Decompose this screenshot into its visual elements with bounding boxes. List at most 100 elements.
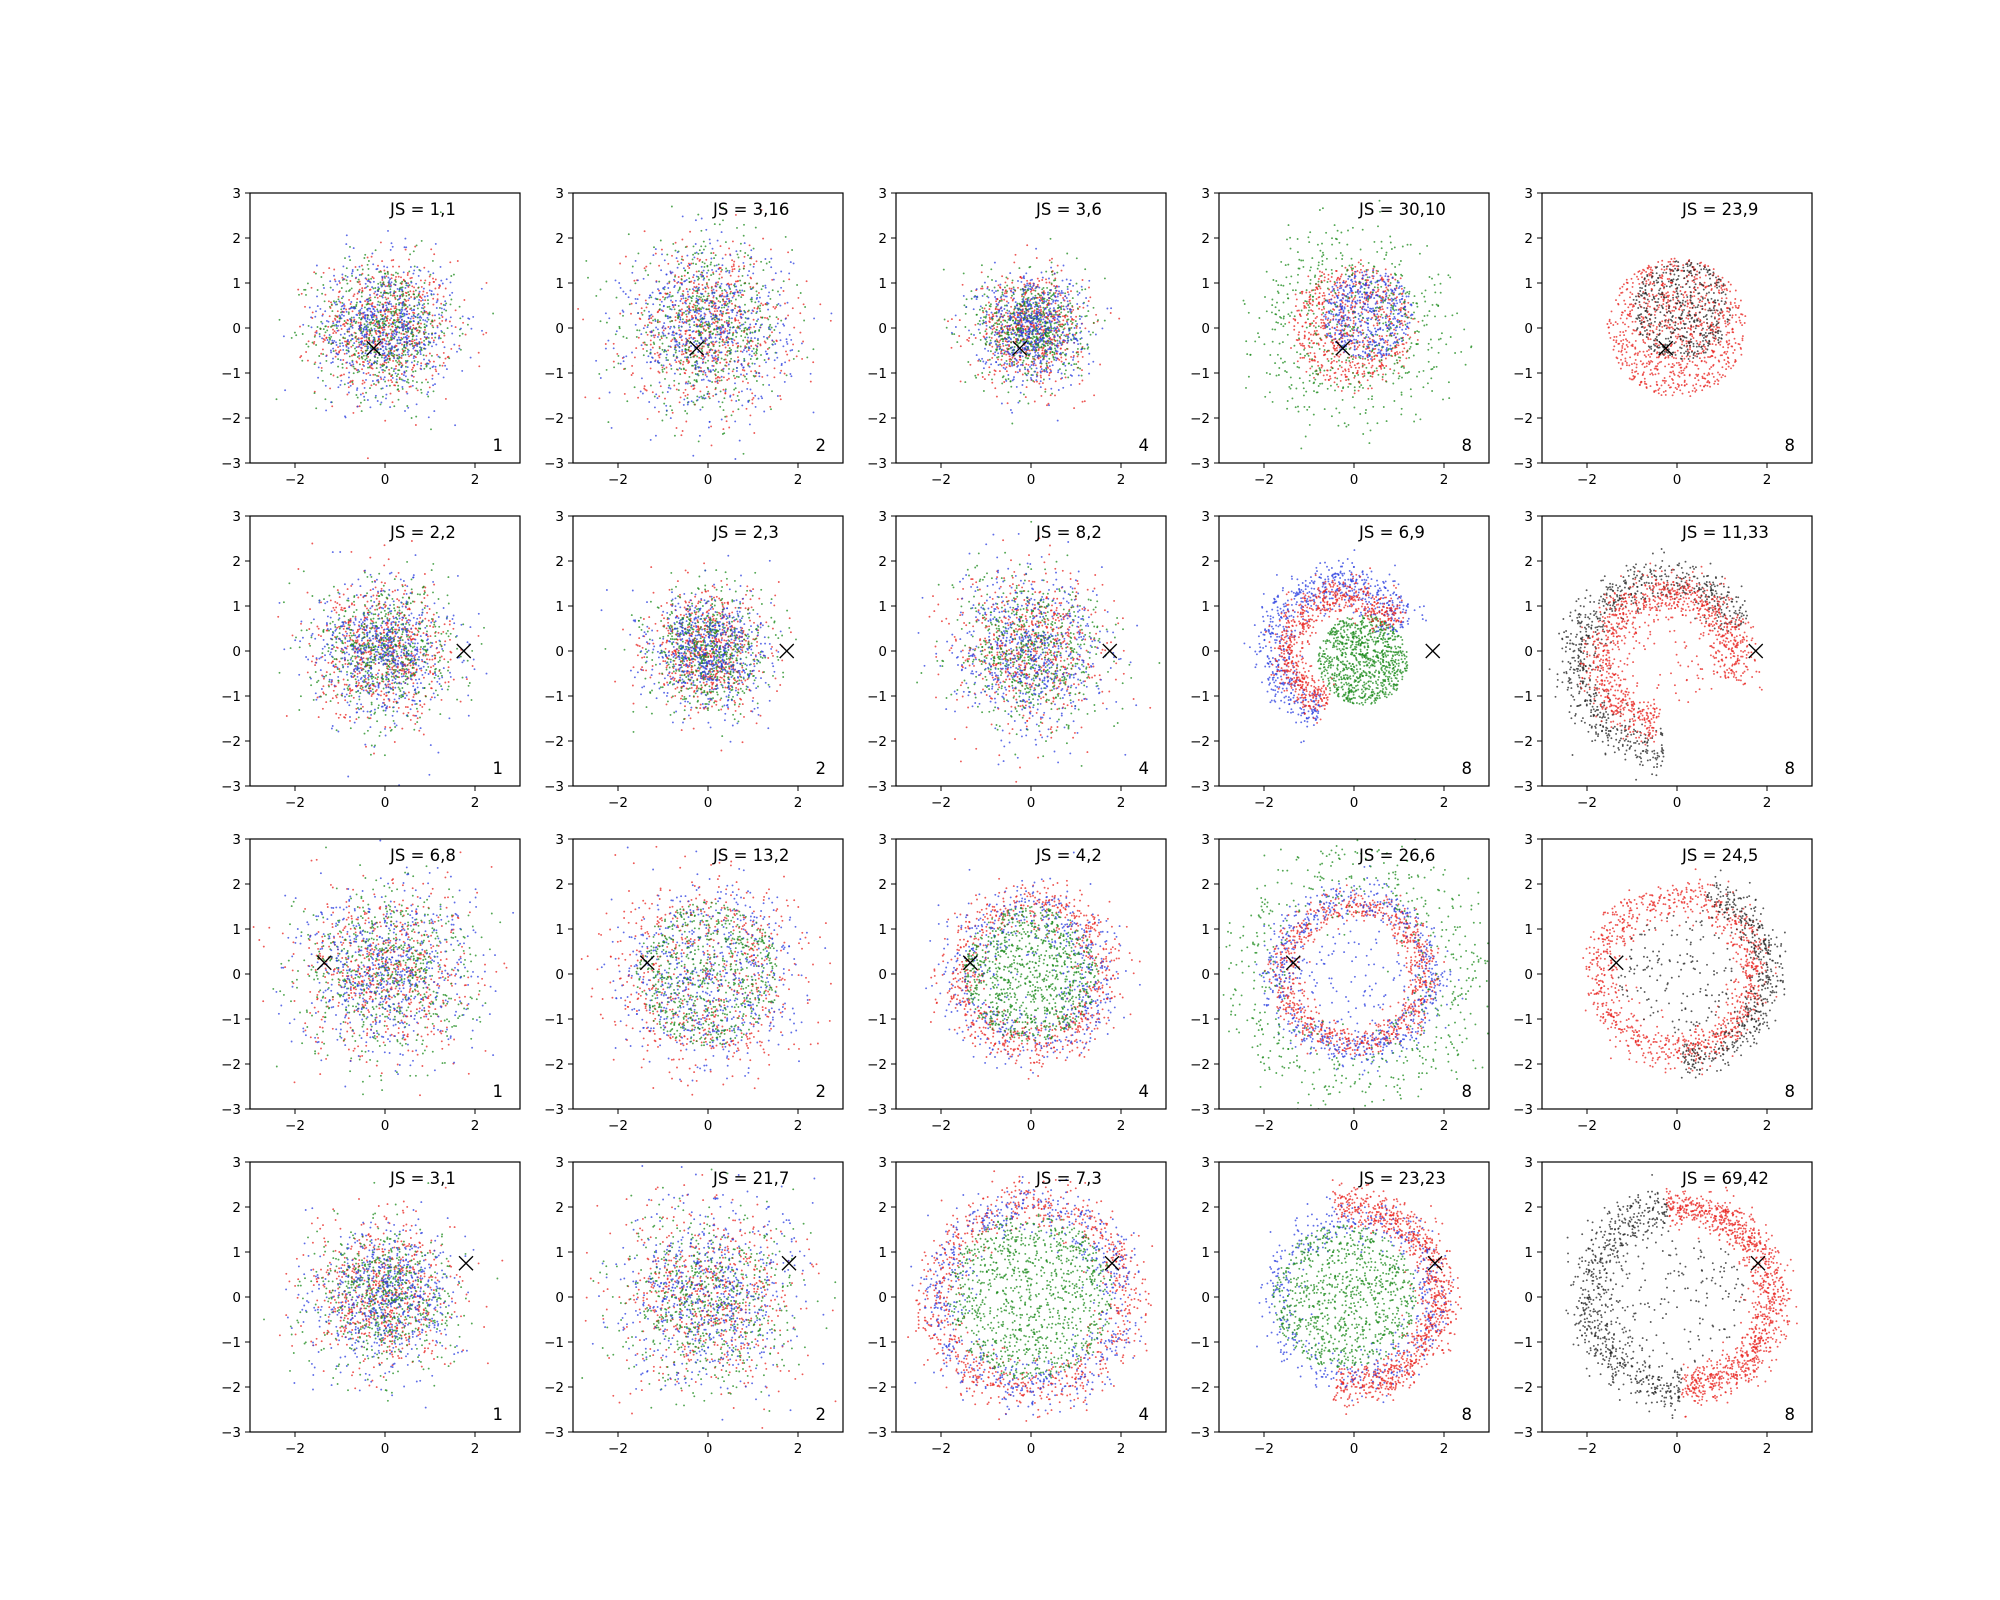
- scatter-point: [398, 376, 401, 379]
- scatter-point: [376, 320, 379, 323]
- scatter-point: [351, 344, 354, 347]
- scatter-point: [338, 350, 341, 353]
- scatter-point: [313, 340, 316, 343]
- scatter-point: [678, 313, 681, 316]
- scatter-point: [645, 344, 648, 346]
- scatter-point: [1078, 382, 1081, 385]
- scatter-point: [1010, 296, 1013, 299]
- scatter-point: [1007, 391, 1010, 394]
- scatter-point: [738, 327, 741, 330]
- scatter-point: [373, 310, 376, 313]
- scatter-point: [705, 320, 708, 323]
- scatter-point: [636, 279, 639, 282]
- scatter-point: [731, 240, 734, 243]
- scatter-point: [448, 320, 451, 323]
- scatter-point: [397, 275, 400, 278]
- scatter-point: [357, 338, 360, 341]
- scatter-point: [387, 276, 390, 279]
- scatter-point: [397, 298, 400, 301]
- scatter-point: [669, 270, 672, 273]
- scatter-point: [658, 289, 660, 292]
- scatter-point: [713, 291, 716, 294]
- scatter-point: [677, 344, 680, 347]
- scatter-point: [758, 365, 761, 368]
- scatter-point: [406, 324, 409, 327]
- scatter-point: [301, 359, 304, 362]
- scatter-point: [1005, 311, 1007, 314]
- scatter-point: [373, 314, 376, 317]
- scatter-point: [480, 287, 483, 290]
- scatter-point: [665, 404, 668, 407]
- scatter-point: [780, 286, 783, 289]
- scatter-point: [709, 335, 712, 338]
- scatter-point: [732, 393, 735, 396]
- scatter-point: [797, 296, 800, 299]
- scatter-point: [1066, 252, 1069, 255]
- scatter-point: [372, 373, 375, 376]
- scatter-point: [383, 352, 385, 355]
- scatter-point: [728, 269, 731, 272]
- scatter-point: [1000, 324, 1003, 327]
- scatter-point: [694, 366, 697, 369]
- scatter-point: [701, 345, 704, 348]
- scatter-point: [778, 331, 781, 334]
- scatter-point: [1010, 323, 1013, 326]
- scatter-point: [685, 278, 688, 281]
- scatter-point: [398, 363, 401, 366]
- scatter-point: [696, 340, 699, 343]
- scatter-point: [399, 361, 402, 364]
- scatter-point: [386, 343, 389, 346]
- scatter-point: [382, 371, 384, 374]
- scatter-point: [301, 333, 304, 335]
- scatter-point: [367, 371, 370, 374]
- scatter-point: [343, 332, 346, 335]
- scatter-point: [670, 340, 673, 343]
- scatter-point: [719, 329, 722, 332]
- scatter-point: [343, 320, 346, 322]
- scatter-point: [345, 279, 348, 282]
- scatter-point: [423, 266, 426, 269]
- scatter-point: [406, 274, 409, 276]
- scatter-point: [412, 357, 415, 360]
- scatter-point: [705, 338, 708, 341]
- scatter-point: [667, 359, 669, 362]
- scatter-point: [698, 249, 701, 252]
- scatter-point: [714, 358, 717, 361]
- scatter-point: [361, 334, 364, 337]
- scatter-point: [418, 326, 421, 329]
- scatter-point: [385, 304, 388, 307]
- scatter-point: [789, 373, 792, 375]
- scatter-point: [377, 327, 380, 330]
- scatter-point: [701, 298, 704, 301]
- scatter-point: [1041, 349, 1044, 352]
- scatter-point: [741, 380, 744, 383]
- scatter-point: [704, 342, 707, 345]
- scatter-point: [737, 256, 740, 259]
- scatter-point: [709, 370, 712, 373]
- scatter-point: [740, 284, 743, 287]
- scatter-point: [461, 332, 464, 335]
- scatter-point: [950, 346, 953, 349]
- scatter-point: [386, 285, 389, 288]
- scatter-point: [420, 322, 422, 325]
- scatter-point: [708, 330, 711, 333]
- scatter-point: [622, 335, 625, 338]
- scatter-point: [1018, 267, 1021, 270]
- scatter-point: [742, 267, 745, 270]
- scatter-point: [688, 288, 691, 291]
- scatter-point: [687, 320, 690, 322]
- scatter-point: [1038, 280, 1041, 282]
- scatter-point: [673, 348, 676, 351]
- scatter-point: [746, 328, 749, 331]
- scatter-point: [1062, 319, 1065, 322]
- y-tick-label: 0: [555, 321, 564, 337]
- scatter-point: [1049, 331, 1052, 334]
- scatter-point: [787, 314, 790, 317]
- scatter-point: [336, 376, 339, 379]
- scatter-point: [637, 396, 640, 399]
- scatter-point: [1055, 331, 1058, 334]
- scatter-point: [397, 369, 400, 372]
- scatter-point: [757, 342, 759, 345]
- scatter-point: [684, 410, 687, 412]
- scatter-point: [728, 332, 731, 335]
